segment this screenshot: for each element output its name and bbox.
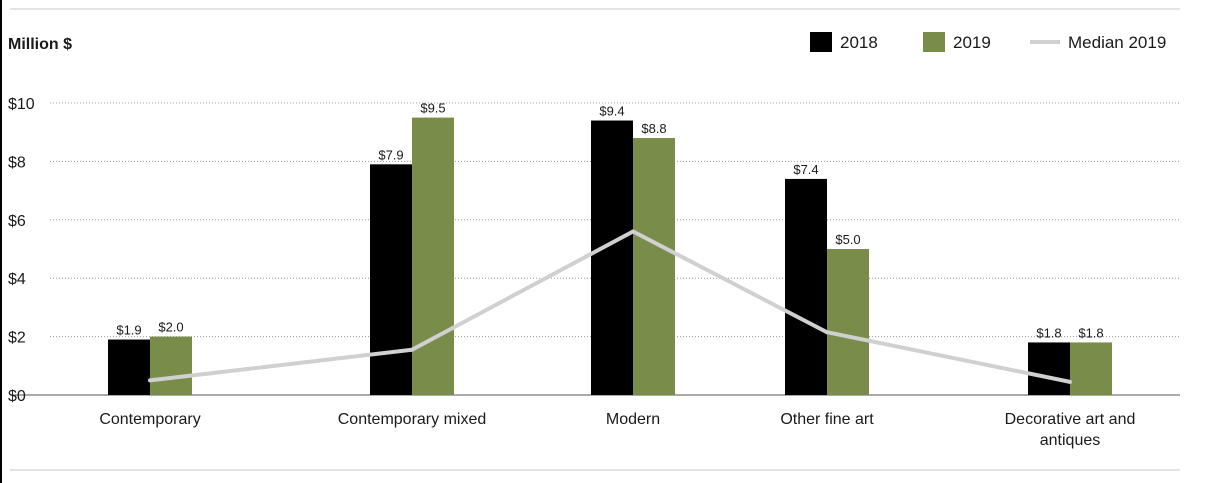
- y-tick-label: $0: [8, 388, 26, 405]
- category-label: Contemporary: [99, 411, 200, 428]
- data-labels: $1.9 $7.9 $9.4 $7.4 $1.8 $2.0 $9.5 $8.8 $5.0 $1.8: [116, 101, 1103, 341]
- median-point: [1068, 379, 1072, 384]
- y-tick-label: $2: [8, 330, 26, 347]
- legend-label: 2019: [953, 33, 991, 52]
- y-tick-label: $8: [8, 154, 26, 171]
- data-label: $7.4: [793, 162, 818, 177]
- category-labels: Contemporary Contemporary mixed Modern Othe…: [99, 411, 1135, 449]
- bar-2018: [785, 178, 827, 395]
- y-tick-label: $4: [8, 271, 26, 288]
- bars: [108, 117, 1112, 396]
- category-label: antiques: [1040, 432, 1101, 449]
- median-point: [825, 330, 829, 335]
- category-label: Contemporary mixed: [338, 411, 487, 428]
- bar-2019: [633, 138, 675, 396]
- data-label: $1.9: [116, 323, 141, 338]
- legend: 2018 2019 Median 2019: [810, 32, 1166, 52]
- bar-2018: [370, 164, 412, 395]
- data-label: $8.8: [641, 121, 666, 136]
- data-label: $7.9: [378, 147, 403, 162]
- median-point: [410, 347, 414, 352]
- y-tick-label: $6: [8, 213, 26, 230]
- bar-2018: [591, 120, 633, 396]
- median-line-group: [148, 229, 1072, 384]
- data-label: $1.8: [1078, 325, 1103, 340]
- bar-2019: [1070, 342, 1112, 395]
- category-label: Other fine art: [780, 411, 874, 428]
- category-label: Modern: [606, 411, 660, 428]
- bar-2019: [150, 336, 192, 395]
- median-point: [148, 378, 152, 383]
- data-label: $1.8: [1036, 325, 1061, 340]
- legend-swatch-2019: [923, 32, 945, 52]
- category-label: Decorative art and: [1005, 411, 1136, 428]
- bar-2018: [1028, 342, 1070, 395]
- y-axis-title: Million $: [8, 36, 72, 53]
- data-label: $5.0: [835, 232, 860, 247]
- bar-2018: [108, 339, 150, 395]
- data-label: $9.4: [599, 104, 624, 119]
- legend-label: Median 2019: [1068, 33, 1166, 52]
- y-tick-labels: $0 $2 $4 $6 $8 $10: [8, 96, 35, 405]
- bar-2019: [827, 249, 869, 395]
- legend-label: 2018: [840, 33, 878, 52]
- bar-2019: [412, 117, 454, 395]
- legend-swatch-2018: [810, 32, 832, 52]
- y-tick-label: $10: [8, 96, 35, 113]
- data-label: $2.0: [158, 320, 183, 335]
- median-point: [631, 229, 635, 234]
- data-label: $9.5: [420, 101, 445, 116]
